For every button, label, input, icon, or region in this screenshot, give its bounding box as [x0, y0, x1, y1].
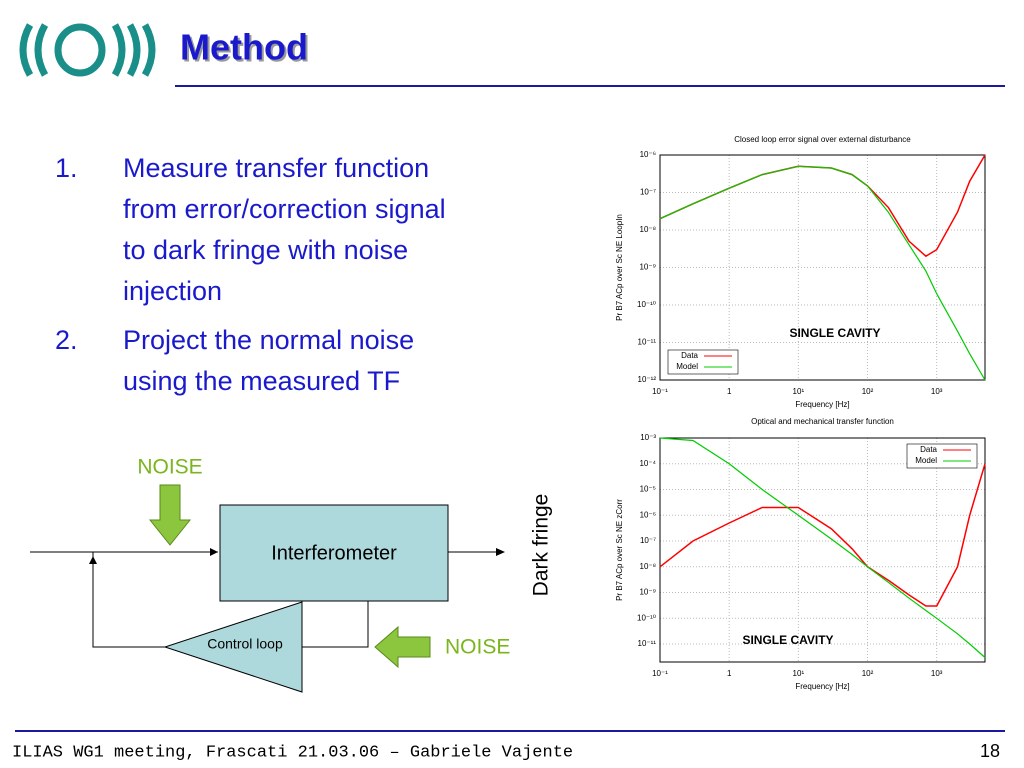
list-text: using the measured TF [123, 366, 400, 396]
x-tick-label: 10² [862, 669, 874, 678]
noise-label: NOISE [445, 636, 510, 659]
x-tick-label: 10¹ [793, 669, 805, 678]
list-text: Measure transfer function [123, 153, 429, 183]
plot-frame [659, 437, 986, 663]
y-tick-label: 10⁻⁹ [639, 263, 656, 272]
legend-label: Model [676, 362, 698, 371]
output-label: Dark fringe [530, 494, 553, 597]
x-tick-label: 1 [727, 669, 732, 678]
x-axis-label: Frequency [Hz] [795, 682, 849, 691]
y-tick-label: 10⁻⁶ [640, 150, 656, 159]
annotation: SINGLE CAVITY [789, 326, 880, 340]
y-tick-label: 10⁻¹¹ [638, 639, 657, 648]
x-tick-label: 10² [862, 387, 874, 396]
list-text: Project the normal noise [123, 325, 414, 355]
list-text: to dark fringe with noise [123, 235, 408, 265]
chart-title: Closed loop error signal over external d… [734, 135, 911, 144]
legend-label: Data [681, 351, 698, 360]
title-shadow: Method [182, 29, 310, 70]
list-text: injection [123, 276, 222, 306]
y-tick-label: 10⁻⁷ [640, 536, 656, 545]
y-tick-label: 10⁻⁴ [639, 459, 656, 468]
legend-box [667, 349, 739, 375]
y-tick-label: 10⁻¹¹ [638, 338, 657, 347]
footer-text: ILIAS WG1 meeting, Frascati 21.03.06 – G… [12, 743, 573, 762]
legend-label: Model [915, 456, 937, 465]
x-tick-label: 10³ [931, 669, 943, 678]
arrow [148, 484, 192, 546]
y-tick-label: 10⁻⁶ [640, 510, 656, 519]
y-tick-label: 10⁻¹⁰ [637, 613, 656, 622]
arrow [374, 625, 431, 669]
y-tick-label: 10⁻⁹ [639, 588, 656, 597]
noise-label: NOISE [137, 456, 202, 479]
arrowhead [89, 556, 97, 564]
connector [92, 552, 165, 648]
x-tick-label: 10¹ [793, 387, 805, 396]
x-tick-label: 10⁻¹ [652, 669, 668, 678]
page-number: 18 [980, 741, 1000, 761]
block [219, 504, 449, 602]
arrowhead [496, 548, 505, 556]
legend-label: Data [920, 445, 937, 454]
y-tick-label: 10⁻¹² [638, 375, 657, 384]
y-tick-label: 10⁻³ [640, 433, 656, 442]
y-tick-label: 10⁻⁷ [640, 188, 656, 197]
y-axis-label: Pr B7 ACp over Sc NE zCorr [615, 499, 624, 601]
data-line [659, 437, 986, 658]
list-text: from error/correction signal [123, 194, 446, 224]
y-tick-label: 10⁻⁸ [640, 225, 657, 234]
legend-box [906, 443, 978, 469]
connector [302, 601, 369, 648]
control-block [163, 601, 303, 693]
y-tick-label: 10⁻¹⁰ [637, 300, 656, 309]
block-diagram: NOISE Interferometer Dark fringe Control… [30, 456, 553, 693]
x-tick-label: 10³ [931, 387, 943, 396]
list-number: 1. [55, 153, 78, 183]
chart-title: Optical and mechanical transfer function [751, 417, 894, 426]
logo [19, 23, 156, 77]
data-line [659, 165, 986, 381]
y-tick-label: 10⁻⁵ [640, 485, 656, 494]
list-number: 2. [55, 325, 78, 355]
arrowhead [210, 548, 218, 556]
y-axis-label: Pr B7 ACp over Sc NE LoopIn [615, 214, 624, 321]
annotation: SINGLE CAVITY [742, 633, 833, 647]
x-tick-label: 1 [727, 387, 732, 396]
y-tick-label: 10⁻⁸ [640, 562, 657, 571]
control-label: Control loop [207, 636, 283, 652]
title: Method [180, 27, 308, 68]
x-tick-label: 10⁻¹ [652, 387, 668, 396]
x-axis-label: Frequency [Hz] [795, 400, 849, 409]
block-label: Interferometer [271, 542, 397, 564]
plot-frame [659, 154, 986, 381]
